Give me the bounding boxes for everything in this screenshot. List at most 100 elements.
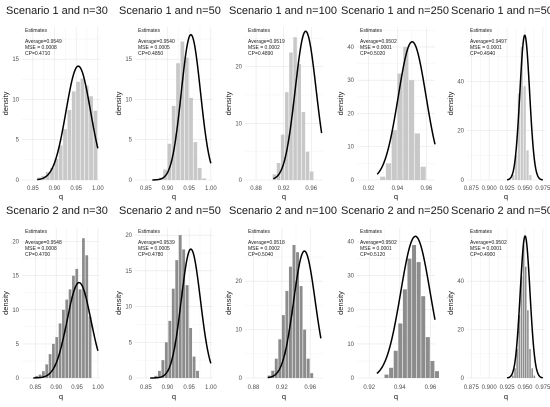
normal-density-curve bbox=[152, 33, 212, 181]
average-text: Average=0.9540 bbox=[138, 39, 175, 45]
histogram-bar bbox=[425, 337, 430, 378]
panel-2-5: Scenario 2 and n=500 Estimates Average=0.9… bbox=[446, 205, 550, 401]
x-axis-label: q bbox=[282, 192, 286, 201]
histogram-bar bbox=[391, 130, 397, 180]
mse-text: MSE = 0.0008 bbox=[25, 246, 57, 252]
histogram-bar bbox=[272, 174, 277, 180]
x-tick-label: 0.90 bbox=[162, 385, 174, 391]
histogram-bar bbox=[309, 171, 314, 180]
histogram-bar bbox=[520, 276, 523, 378]
normal-density-curve bbox=[506, 34, 543, 181]
histogram-bar bbox=[533, 375, 536, 378]
y-axis-label: density bbox=[1, 91, 10, 115]
x-tick-label: 0.92 bbox=[363, 385, 375, 391]
histogram-bar bbox=[393, 350, 398, 378]
histogram-bar bbox=[55, 337, 59, 378]
histogram-bar bbox=[285, 92, 289, 180]
histogram-bar bbox=[293, 37, 297, 181]
histogram-bar bbox=[154, 375, 158, 378]
histogram-bar bbox=[167, 143, 172, 180]
normal-density-curve bbox=[37, 65, 99, 181]
histogram-bar bbox=[85, 255, 89, 378]
cp-text: CP=0.5120 bbox=[360, 252, 385, 258]
histogram-bar bbox=[529, 348, 531, 378]
panel-1-5: Scenario 1 and n=500 Estimates Average=0.9… bbox=[446, 5, 550, 201]
x-tick-label: 1.00 bbox=[205, 186, 217, 192]
x-tick-label: 0.88 bbox=[250, 186, 262, 192]
histogram-bar bbox=[78, 289, 82, 378]
x-axis-label: q bbox=[504, 392, 508, 401]
cp-text: CP=0.4700 bbox=[25, 252, 50, 258]
histogram-bar bbox=[281, 315, 285, 378]
average-text: Average=0.9519 bbox=[248, 39, 285, 45]
mse-text: MSE = 0.0002 bbox=[248, 246, 280, 252]
panel-2-1: Scenario 2 and n=30 Estimates Average=0.95… bbox=[1, 205, 108, 401]
x-axis-label: q bbox=[172, 392, 176, 401]
histogram-bar bbox=[280, 134, 285, 180]
histogram-bar bbox=[529, 175, 532, 180]
y-tick-label: 15 bbox=[125, 269, 132, 275]
histogram-bar bbox=[164, 342, 168, 378]
histogram-bar bbox=[189, 328, 193, 378]
x-tick-label: 0.90 bbox=[162, 186, 174, 192]
normal-density-curve bbox=[150, 248, 212, 379]
histogram-bar bbox=[435, 371, 439, 378]
panel-title: Scenario 1 and n=500 bbox=[451, 5, 550, 17]
x-tick-label: 0.88 bbox=[248, 385, 260, 391]
panel-1-2: Scenario 1 and n=50 Estimates Average=0.95… bbox=[114, 5, 221, 201]
histogram-bar bbox=[193, 142, 198, 180]
y-tick-label: 0 bbox=[239, 178, 243, 184]
histogram-bar bbox=[161, 360, 165, 378]
average-text: Average=0.9549 bbox=[25, 39, 62, 45]
histogram-bar bbox=[384, 374, 389, 378]
panel-title: Scenario 2 and n=100 bbox=[229, 205, 337, 217]
histogram-bar bbox=[72, 275, 75, 378]
x-axis-label: q bbox=[504, 192, 508, 201]
y-tick-label: 20 bbox=[347, 111, 354, 117]
x-tick-label: 0.94 bbox=[392, 186, 404, 192]
x-tick-label: 0.975 bbox=[535, 385, 550, 391]
histogram-bar bbox=[527, 310, 529, 378]
x-tick-label: 0.92 bbox=[278, 186, 290, 192]
x-tick-label: 0.875 bbox=[464, 385, 480, 391]
histogram-bar bbox=[89, 96, 93, 180]
y-tick-label: 30 bbox=[347, 274, 354, 280]
x-tick-label: 0.95 bbox=[70, 186, 82, 192]
histogram-bar bbox=[380, 176, 386, 180]
y-tick-label: 0 bbox=[16, 178, 20, 184]
x-axis-label: q bbox=[172, 192, 176, 201]
x-axis-label: q bbox=[59, 192, 63, 201]
histogram-bar bbox=[306, 358, 310, 378]
y-axis-label: density bbox=[224, 291, 233, 315]
histogram-bar bbox=[45, 364, 49, 378]
histogram-bar bbox=[276, 163, 281, 180]
y-axis-label: density bbox=[336, 291, 345, 315]
histogram-bar bbox=[88, 316, 92, 378]
histogram-bar bbox=[296, 252, 299, 378]
histogram-bar bbox=[196, 370, 199, 378]
x-tick-label: 0.96 bbox=[304, 385, 316, 391]
cp-text: CP=0.4710 bbox=[25, 51, 50, 57]
x-tick-label: 0.875 bbox=[464, 186, 480, 192]
histogram-bar bbox=[289, 52, 293, 180]
x-tick-label: 0.96 bbox=[425, 385, 437, 391]
panel-title: Scenario 1 and n=250 bbox=[341, 5, 449, 17]
x-axis-label: q bbox=[394, 392, 398, 401]
histogram-bar bbox=[514, 368, 516, 378]
histogram-bar bbox=[297, 63, 302, 181]
y-tick-label: 20 bbox=[12, 240, 19, 246]
estimates-label: Estimates bbox=[25, 28, 47, 34]
mse-text: MSE = 0.0005 bbox=[138, 45, 170, 51]
histogram-bar bbox=[274, 358, 278, 378]
y-tick-label: 20 bbox=[457, 129, 464, 135]
histogram-bar bbox=[197, 167, 202, 180]
x-tick-label: 0.96 bbox=[420, 186, 432, 192]
x-tick-label: 1.00 bbox=[92, 385, 104, 391]
histogram-bar bbox=[184, 57, 189, 180]
histogram-bar bbox=[65, 299, 69, 378]
histogram-bar bbox=[71, 91, 76, 180]
histogram-bar bbox=[520, 46, 523, 180]
x-tick-label: 0.92 bbox=[276, 385, 288, 391]
y-axis-label: density bbox=[1, 291, 10, 315]
